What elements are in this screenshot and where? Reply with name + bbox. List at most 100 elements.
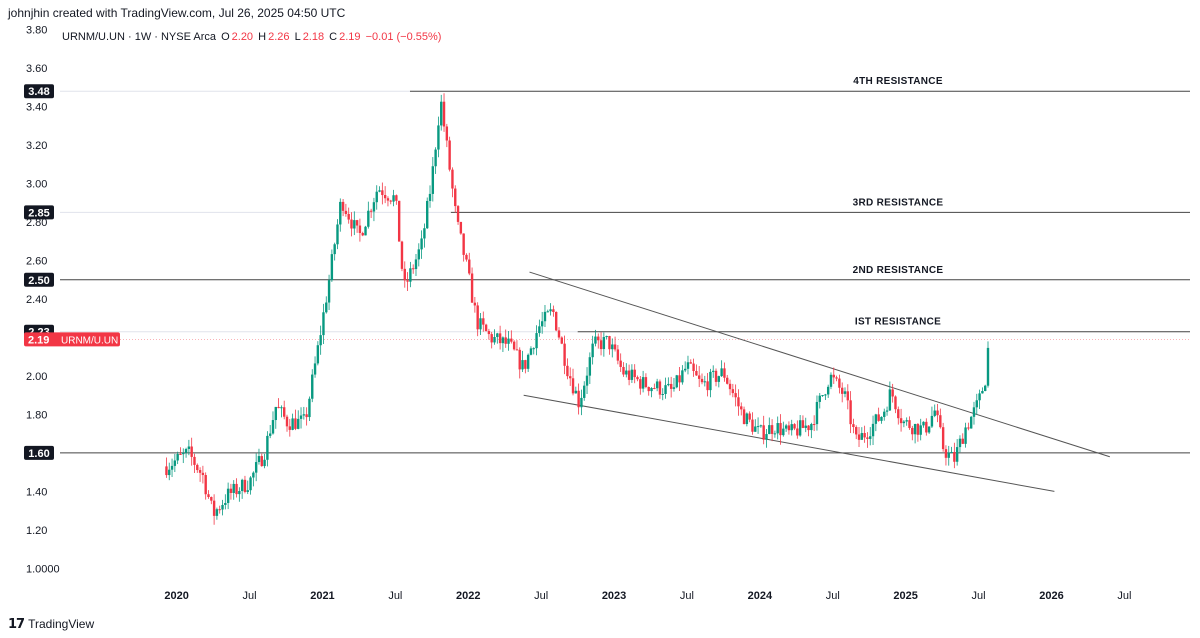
- candle-body: [383, 195, 387, 199]
- candle-body: [826, 386, 830, 395]
- x-tick-label: Jul: [826, 590, 840, 602]
- candle-body: [557, 330, 561, 338]
- last-price-tag: 2.19: [28, 334, 49, 346]
- candle-body: [953, 451, 956, 462]
- y-tick-label: 3.00: [26, 179, 47, 191]
- y-tick-label: 1.0000: [26, 563, 60, 575]
- candle-body: [748, 413, 751, 420]
- candle-body: [569, 376, 572, 379]
- candle-body: [411, 268, 415, 270]
- x-tick-label: Jul: [534, 590, 548, 602]
- candle-body: [468, 259, 471, 274]
- candle-body: [358, 225, 362, 234]
- legend-open: 2.20: [231, 31, 254, 43]
- candle-body: [260, 456, 263, 467]
- candle-body: [198, 470, 202, 473]
- candle-body: [490, 334, 493, 343]
- candle-body: [838, 378, 841, 388]
- candle-body: [793, 424, 796, 429]
- y-tick-label: 2.40: [26, 294, 47, 306]
- candle-body: [639, 379, 642, 389]
- candle-body: [776, 423, 779, 434]
- candle-body: [936, 410, 939, 416]
- candle-body: [658, 381, 662, 395]
- candle-body: [378, 190, 381, 192]
- candle-body: [493, 337, 496, 343]
- candle-body: [683, 368, 687, 371]
- candle-body: [538, 326, 541, 334]
- candle-body: [852, 424, 855, 428]
- candle-body: [283, 407, 286, 417]
- y-axis: 3.80 3.60 3.40 3.20 3.00 2.80 2.60 2.40 2.00 1.80…: [26, 25, 60, 576]
- candle-body: [510, 338, 513, 342]
- candle-body: [291, 418, 294, 430]
- trendline: [523, 394, 1055, 492]
- level-tag: 3.48: [28, 86, 49, 98]
- candle-body: [535, 333, 538, 349]
- candle-body: [277, 406, 280, 409]
- level-tag-bg: [24, 205, 54, 220]
- candle-body: [168, 469, 171, 476]
- candle-body: [428, 193, 432, 201]
- candle-body: [902, 421, 906, 424]
- candle-body: [232, 483, 235, 493]
- candle-body: [939, 415, 942, 428]
- candle-body: [591, 343, 594, 358]
- resistance-label: 2ND RESISTANCE: [853, 265, 944, 276]
- candle-body: [908, 420, 911, 428]
- candle-body: [224, 502, 227, 505]
- legend-low: 2.18: [302, 31, 325, 43]
- footer-brand[interactable]: 𝟭𝟳 TradingView: [8, 616, 94, 632]
- candle-body: [442, 101, 446, 127]
- candle-body: [313, 363, 317, 375]
- candle-body: [787, 425, 791, 431]
- y-tick-label: 2.80: [26, 217, 47, 229]
- candle-body: [400, 241, 404, 269]
- y-tick-label: 2.00: [26, 371, 47, 383]
- candle-body: [706, 381, 709, 391]
- candle-body: [919, 425, 922, 435]
- x-tick-label: 2020: [164, 590, 188, 602]
- candle-body: [650, 388, 653, 392]
- candle-body: [549, 309, 552, 312]
- candle-body: [210, 497, 213, 501]
- candle-body: [369, 210, 373, 212]
- candle-body: [409, 268, 412, 282]
- candle-body: [271, 420, 275, 434]
- candle-body: [498, 333, 502, 344]
- candle-body: [869, 436, 872, 439]
- level-tag: 2.50: [28, 275, 49, 287]
- candle-body: [978, 393, 981, 401]
- candle-body: [451, 169, 454, 189]
- candle-body: [563, 343, 566, 366]
- candle-body: [947, 452, 950, 458]
- candle-body: [667, 383, 670, 386]
- candle-body: [720, 368, 723, 377]
- candle-body: [835, 377, 838, 379]
- candle-body: [246, 490, 249, 492]
- candle-body: [855, 427, 858, 435]
- candle-body: [756, 426, 760, 428]
- candle-body: [669, 383, 673, 389]
- candle-body: [470, 273, 474, 303]
- candle-body: [577, 390, 580, 408]
- candle-body: [434, 149, 437, 167]
- candle-body: [226, 488, 230, 503]
- candle-body: [661, 394, 664, 396]
- candle-body: [512, 341, 516, 350]
- candle-body: [714, 370, 718, 382]
- candle-body: [543, 311, 547, 322]
- candle-body: [810, 424, 813, 431]
- candle-body: [212, 500, 216, 516]
- legend-close-label: C: [329, 31, 338, 43]
- candle-body: [297, 418, 300, 429]
- last-price-symbol: URNM/U.UN: [61, 335, 118, 346]
- candle-body: [294, 418, 297, 429]
- candle-body: [877, 414, 880, 421]
- candle-body: [790, 424, 793, 431]
- candle-body: [597, 336, 600, 341]
- level-tag-bg: [24, 272, 54, 287]
- legend-symbol[interactable]: URNM/U.UN · 1W · NYSE Arca: [62, 31, 217, 43]
